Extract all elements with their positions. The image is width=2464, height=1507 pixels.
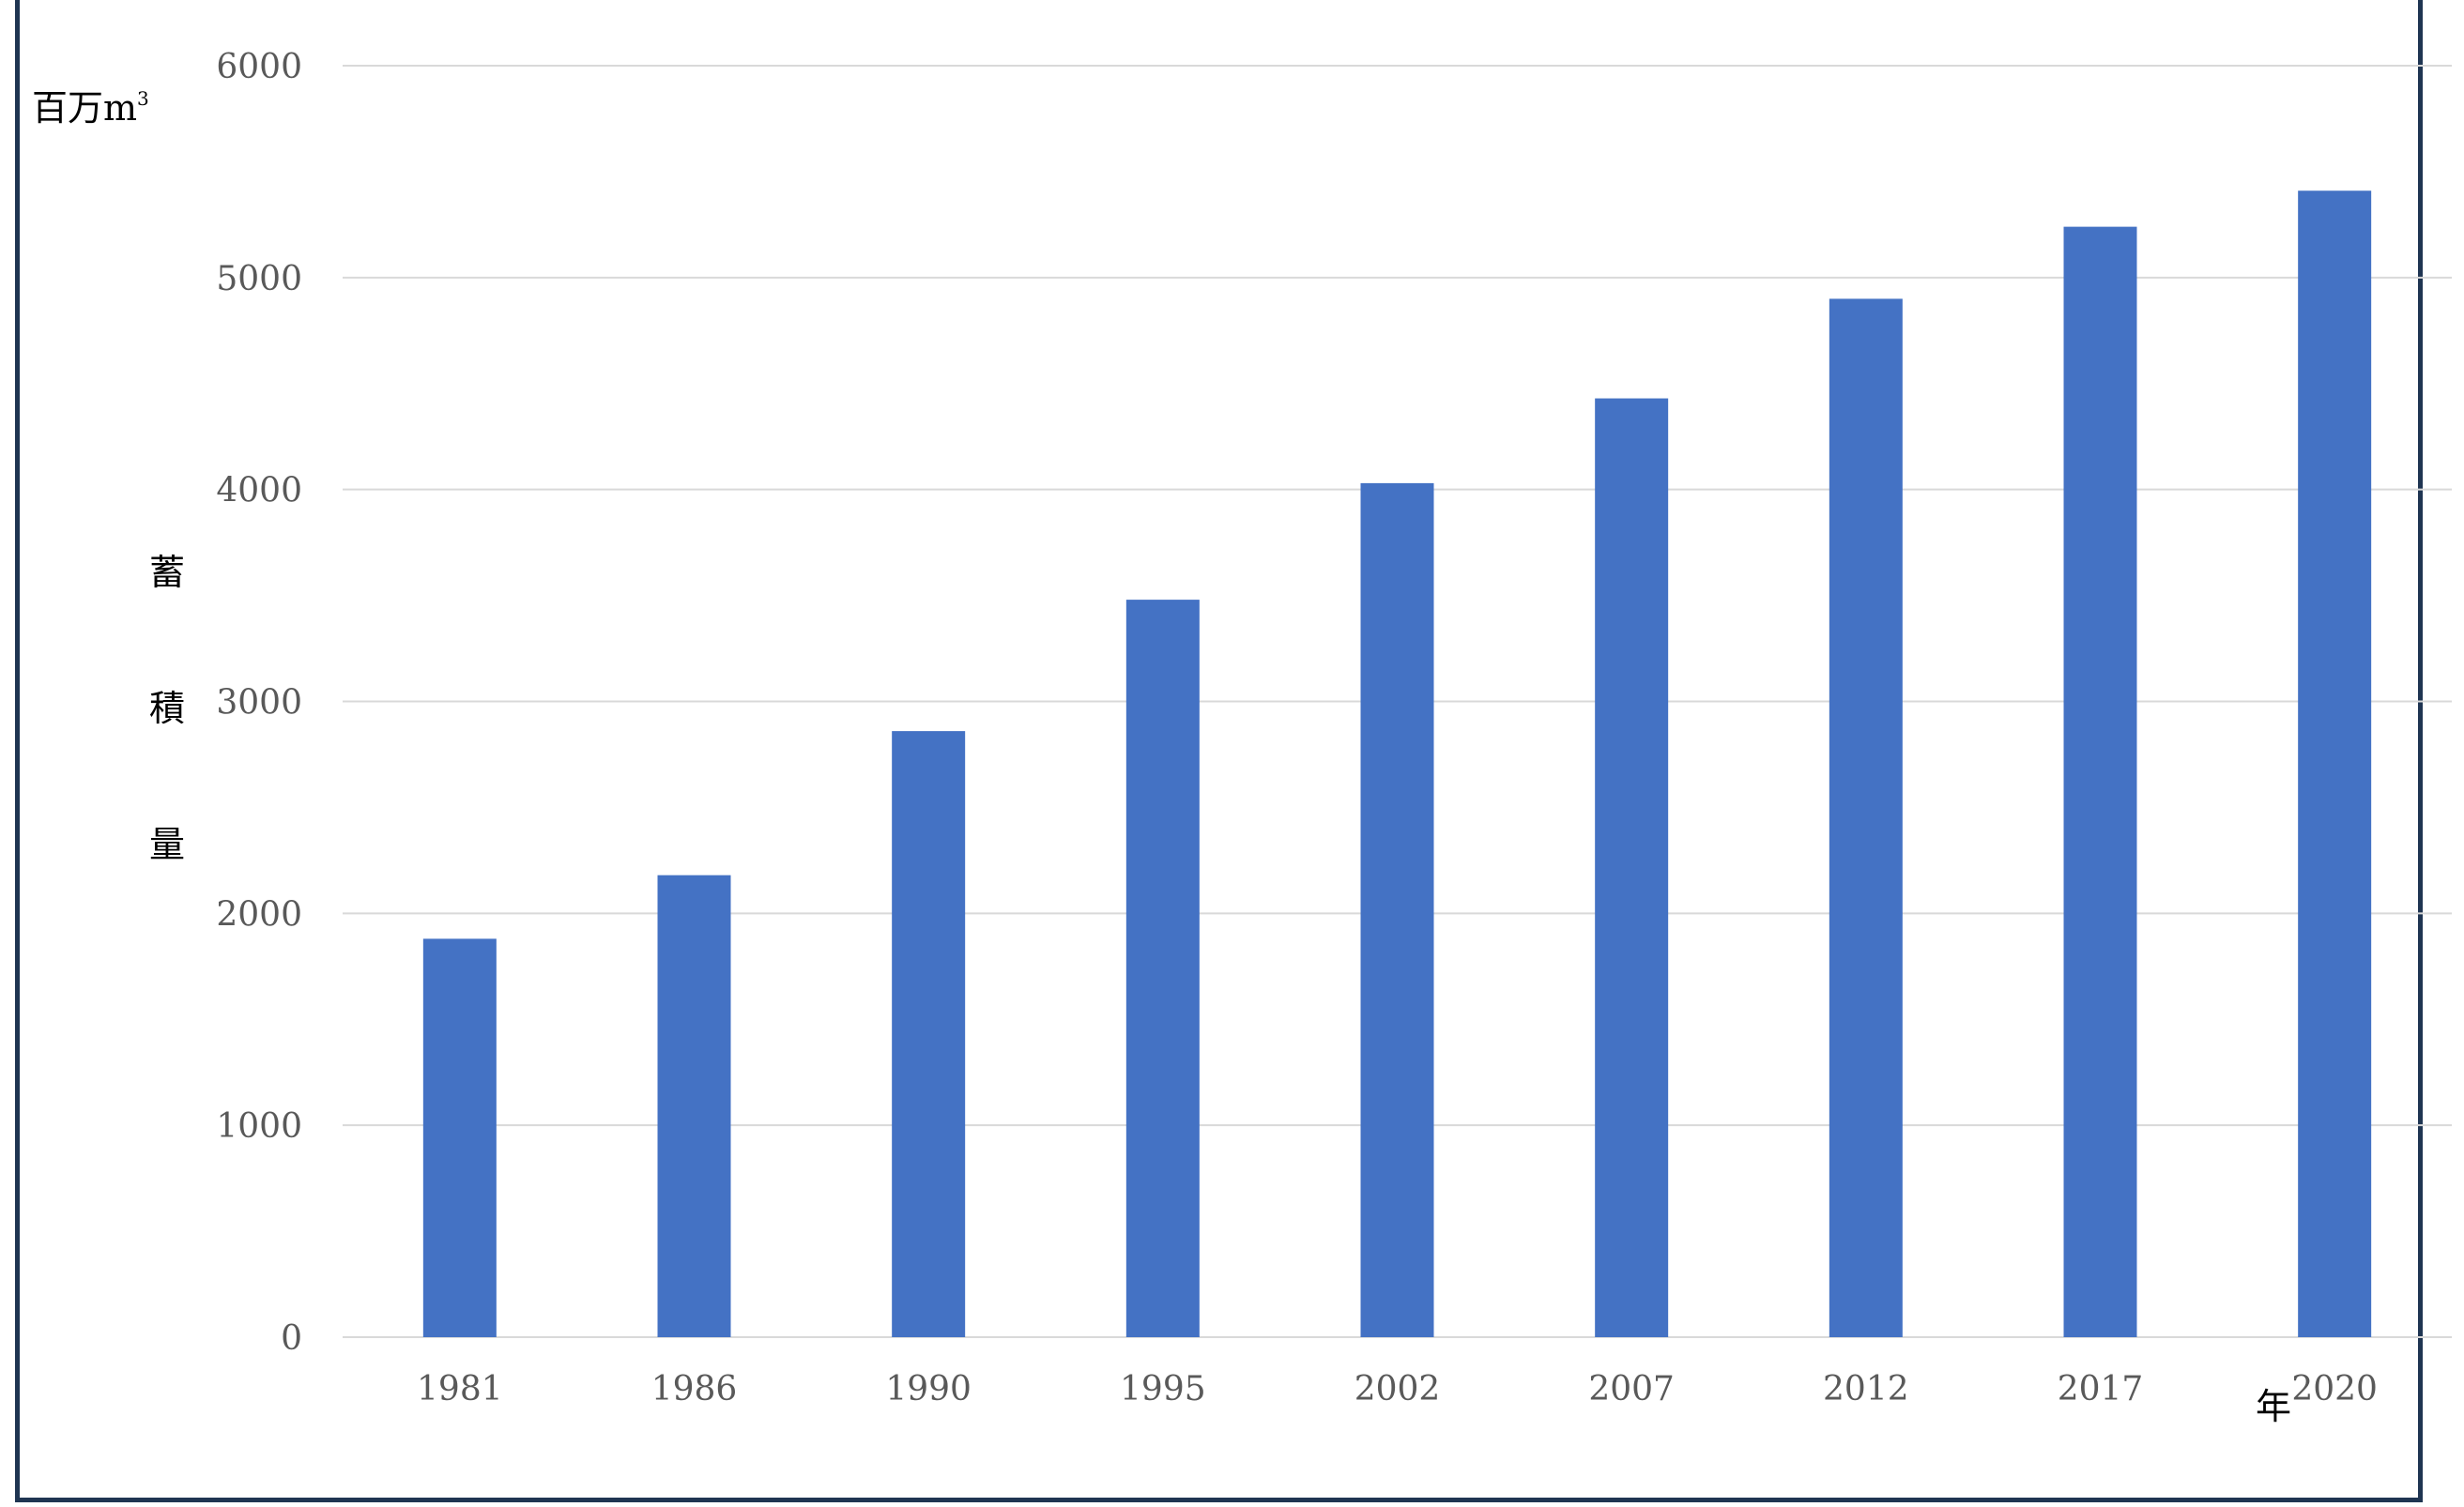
- y-axis-unit: 百万m3: [32, 87, 149, 129]
- y-tick-label: 6000: [216, 48, 302, 86]
- bar-2007: [1595, 398, 1669, 1337]
- x-tick-label: 2020: [2291, 1370, 2378, 1408]
- y-axis-label-char-1: 蓄: [149, 552, 185, 593]
- bar-1981: [422, 938, 497, 1337]
- y-tick-label: 1000: [216, 1107, 302, 1146]
- x-tick-label: 2012: [1823, 1370, 1909, 1408]
- bar-1990: [892, 731, 966, 1337]
- x-tick-label: 1986: [651, 1370, 738, 1408]
- y-tick-label: 2000: [216, 895, 302, 934]
- bar-2002: [1360, 482, 1434, 1337]
- y-axis-label-char-2: 積: [149, 688, 185, 729]
- y-tick-label: 0: [281, 1319, 302, 1358]
- y-tick-label: 3000: [216, 684, 302, 723]
- bar-2012: [1829, 298, 1903, 1338]
- x-tick-label: 1981: [417, 1370, 503, 1408]
- x-axis-ticks: 1981 1986 1990 1995 2002 2007 2012 2017 2020: [417, 1370, 2378, 1408]
- bar-2017: [2063, 226, 2137, 1338]
- x-tick-label: 2017: [2058, 1370, 2144, 1408]
- bar-1995: [1125, 600, 1200, 1337]
- bars: [422, 190, 2372, 1338]
- x-tick-label: 1990: [885, 1370, 972, 1408]
- bar-1986: [657, 875, 731, 1337]
- x-tick-label: 2007: [1588, 1370, 1675, 1408]
- y-tick-label: 5000: [216, 260, 302, 298]
- chart-frame: [15, 0, 2423, 1502]
- y-tick-label: 4000: [216, 472, 302, 510]
- x-tick-label: 2002: [1354, 1370, 1441, 1408]
- y-axis-label-char-3: 量: [149, 824, 185, 865]
- bar-2020: [2298, 190, 2372, 1337]
- x-tick-label: 1995: [1120, 1370, 1206, 1408]
- x-axis-label: 年: [2256, 1386, 2291, 1427]
- y-axis-ticks: 0 1000 2000 3000 4000 5000 6000: [216, 48, 302, 1358]
